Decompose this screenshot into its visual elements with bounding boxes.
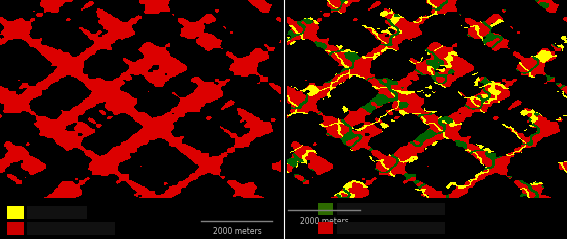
Bar [318,203,333,215]
Bar [7,206,24,219]
Bar [27,222,115,235]
Bar [337,222,445,234]
Bar [318,222,333,234]
Text: 2000 meters: 2000 meters [300,217,349,226]
Text: 2000 meters: 2000 meters [213,227,261,236]
Bar [7,222,24,235]
Bar [337,203,445,215]
Bar [337,185,416,197]
Bar [27,206,87,219]
Bar [318,185,333,197]
